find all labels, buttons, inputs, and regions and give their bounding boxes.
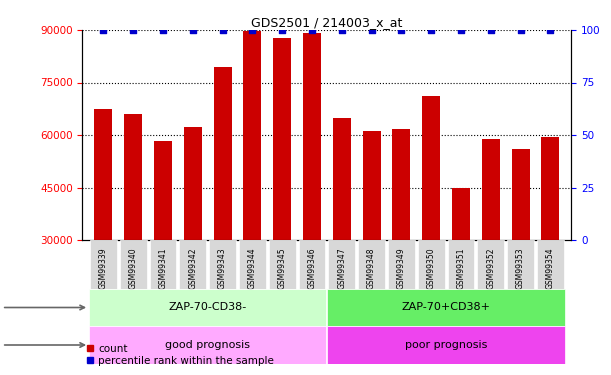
- FancyBboxPatch shape: [120, 240, 147, 289]
- FancyBboxPatch shape: [90, 240, 117, 289]
- Point: [426, 27, 436, 33]
- Bar: [214, 67, 232, 240]
- FancyBboxPatch shape: [327, 326, 565, 364]
- Bar: [95, 109, 112, 240]
- Bar: [154, 141, 172, 240]
- Point: [516, 27, 525, 33]
- Point: [247, 27, 257, 33]
- FancyBboxPatch shape: [418, 240, 445, 289]
- FancyBboxPatch shape: [448, 240, 474, 289]
- Bar: [422, 96, 440, 240]
- Bar: [511, 149, 530, 240]
- FancyBboxPatch shape: [507, 240, 534, 289]
- Text: GSM99349: GSM99349: [397, 248, 406, 289]
- FancyBboxPatch shape: [328, 240, 355, 289]
- Point: [307, 27, 317, 33]
- Bar: [541, 137, 559, 240]
- Bar: [452, 188, 470, 240]
- Text: GSM99339: GSM99339: [99, 248, 108, 289]
- Point: [158, 27, 168, 33]
- Point: [218, 27, 227, 33]
- FancyBboxPatch shape: [477, 240, 504, 289]
- Text: GSM99344: GSM99344: [248, 248, 257, 289]
- Point: [367, 27, 376, 33]
- Text: GSM99350: GSM99350: [426, 248, 436, 289]
- Text: GSM99345: GSM99345: [277, 248, 287, 289]
- Text: other: other: [0, 340, 84, 350]
- FancyBboxPatch shape: [388, 240, 415, 289]
- Bar: [243, 31, 262, 240]
- Point: [98, 27, 108, 33]
- FancyBboxPatch shape: [358, 240, 385, 289]
- FancyBboxPatch shape: [239, 240, 266, 289]
- FancyBboxPatch shape: [209, 240, 236, 289]
- Point: [486, 27, 496, 33]
- FancyBboxPatch shape: [150, 240, 177, 289]
- Point: [397, 27, 406, 33]
- Bar: [392, 129, 411, 240]
- Text: good prognosis: good prognosis: [165, 340, 250, 350]
- Text: GSM99347: GSM99347: [337, 248, 346, 289]
- Text: GSM99340: GSM99340: [129, 248, 137, 289]
- Legend: count, percentile rank within the sample: count, percentile rank within the sample: [82, 339, 278, 370]
- Bar: [482, 138, 500, 240]
- Bar: [363, 131, 381, 240]
- Text: GSM99353: GSM99353: [516, 248, 525, 289]
- Bar: [273, 38, 291, 240]
- FancyBboxPatch shape: [269, 240, 296, 289]
- FancyBboxPatch shape: [89, 289, 326, 326]
- Point: [188, 27, 197, 33]
- FancyBboxPatch shape: [89, 326, 326, 364]
- Bar: [184, 127, 202, 240]
- Title: GDS2501 / 214003_x_at: GDS2501 / 214003_x_at: [251, 16, 403, 29]
- Text: GSM99342: GSM99342: [188, 248, 197, 289]
- FancyBboxPatch shape: [299, 240, 326, 289]
- Point: [128, 27, 138, 33]
- FancyBboxPatch shape: [180, 240, 206, 289]
- Bar: [333, 118, 351, 240]
- Point: [546, 27, 555, 33]
- Bar: [303, 33, 321, 240]
- Text: GSM99343: GSM99343: [218, 248, 227, 289]
- Point: [456, 27, 466, 33]
- Text: ZAP-70+CD38+: ZAP-70+CD38+: [401, 303, 491, 312]
- Point: [277, 27, 287, 33]
- Text: GSM99352: GSM99352: [486, 248, 496, 289]
- Text: GSM99351: GSM99351: [456, 248, 466, 289]
- Text: ZAP-70-CD38-: ZAP-70-CD38-: [169, 303, 247, 312]
- Text: GSM99341: GSM99341: [158, 248, 167, 289]
- FancyBboxPatch shape: [327, 289, 565, 326]
- Text: poor prognosis: poor prognosis: [405, 340, 488, 350]
- Text: GSM99354: GSM99354: [546, 248, 555, 289]
- FancyBboxPatch shape: [537, 240, 564, 289]
- Bar: [124, 114, 142, 240]
- Text: cell type: cell type: [0, 303, 84, 312]
- Point: [337, 27, 346, 33]
- Text: GSM99346: GSM99346: [307, 248, 316, 289]
- Text: GSM99348: GSM99348: [367, 248, 376, 289]
